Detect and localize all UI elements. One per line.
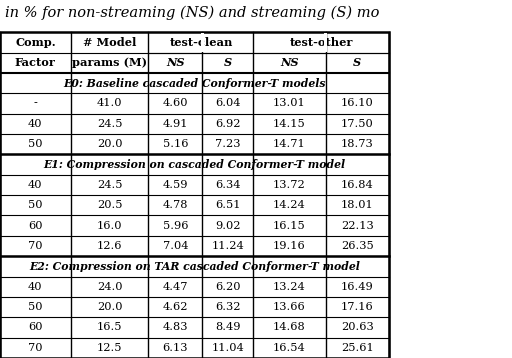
Text: E0: Baseline cascaded Conformer-T models: E0: Baseline cascaded Conformer-T models — [63, 78, 326, 89]
Text: 14.71: 14.71 — [273, 139, 306, 149]
Text: NS: NS — [280, 57, 299, 68]
Text: 4.78: 4.78 — [163, 200, 188, 210]
Text: 24.0: 24.0 — [97, 282, 122, 292]
Text: params (M): params (M) — [72, 57, 147, 68]
Text: S: S — [353, 57, 361, 68]
Text: 16.0: 16.0 — [97, 221, 122, 231]
Text: 13.72: 13.72 — [273, 180, 306, 190]
Text: 50: 50 — [28, 200, 42, 210]
Text: 6.32: 6.32 — [215, 302, 241, 312]
Text: 5.16: 5.16 — [163, 139, 188, 149]
Text: E2: Compression on TAR cascaded Conformer-T model: E2: Compression on TAR cascaded Conforme… — [29, 261, 360, 272]
Text: 6.34: 6.34 — [215, 180, 241, 190]
Text: 24.5: 24.5 — [97, 180, 122, 190]
Bar — [201, 33, 204, 52]
Text: 13.01: 13.01 — [273, 98, 306, 108]
Text: -: - — [33, 98, 37, 108]
Text: 16.10: 16.10 — [341, 98, 374, 108]
Text: 12.6: 12.6 — [97, 241, 122, 251]
Text: 60: 60 — [28, 323, 42, 333]
Text: 16.5: 16.5 — [97, 323, 122, 333]
Text: 18.73: 18.73 — [341, 139, 374, 149]
Text: 11.24: 11.24 — [211, 241, 244, 251]
Text: 14.68: 14.68 — [273, 323, 306, 333]
Text: 19.16: 19.16 — [273, 241, 306, 251]
Text: # Model: # Model — [83, 37, 136, 48]
Bar — [324, 33, 327, 52]
Text: 13.66: 13.66 — [273, 302, 306, 312]
Text: 4.47: 4.47 — [163, 282, 188, 292]
Text: 17.50: 17.50 — [341, 119, 374, 129]
Text: 8.49: 8.49 — [215, 323, 241, 333]
Text: 22.13: 22.13 — [341, 221, 374, 231]
Text: 18.01: 18.01 — [341, 200, 374, 210]
Text: 50: 50 — [28, 302, 42, 312]
Text: 4.60: 4.60 — [163, 98, 188, 108]
Text: 7.04: 7.04 — [163, 241, 188, 251]
Text: 25.61: 25.61 — [341, 343, 374, 353]
Text: in % for non-streaming (NS) and streaming (S) mo: in % for non-streaming (NS) and streamin… — [5, 5, 379, 20]
Text: 12.5: 12.5 — [97, 343, 122, 353]
Text: 20.63: 20.63 — [341, 323, 374, 333]
Text: 40: 40 — [28, 282, 42, 292]
Text: 6.92: 6.92 — [215, 119, 241, 129]
Text: 16.49: 16.49 — [341, 282, 374, 292]
Text: 4.91: 4.91 — [163, 119, 188, 129]
Text: 14.24: 14.24 — [273, 200, 306, 210]
Text: 4.83: 4.83 — [163, 323, 188, 333]
Text: 70: 70 — [28, 241, 42, 251]
Text: 26.35: 26.35 — [341, 241, 374, 251]
Text: 4.62: 4.62 — [163, 302, 188, 312]
Text: NS: NS — [166, 57, 185, 68]
Text: 16.84: 16.84 — [341, 180, 374, 190]
Text: 16.15: 16.15 — [273, 221, 306, 231]
Text: 41.0: 41.0 — [97, 98, 122, 108]
Text: 20.5: 20.5 — [97, 200, 122, 210]
Text: 6.20: 6.20 — [215, 282, 241, 292]
Text: 13.24: 13.24 — [273, 282, 306, 292]
Text: 9.02: 9.02 — [215, 221, 241, 231]
Text: 4.59: 4.59 — [163, 180, 188, 190]
Text: 40: 40 — [28, 119, 42, 129]
Text: S: S — [224, 57, 232, 68]
Text: 70: 70 — [28, 343, 42, 353]
Text: 40: 40 — [28, 180, 42, 190]
Text: 6.51: 6.51 — [215, 200, 241, 210]
Text: 7.23: 7.23 — [215, 139, 241, 149]
Text: 11.04: 11.04 — [211, 343, 244, 353]
Text: test-clean: test-clean — [169, 37, 232, 48]
Text: 6.13: 6.13 — [163, 343, 188, 353]
Text: Comp.: Comp. — [15, 37, 56, 48]
Text: 17.16: 17.16 — [341, 302, 374, 312]
Text: 50: 50 — [28, 139, 42, 149]
Text: test-other: test-other — [290, 37, 353, 48]
Text: 6.04: 6.04 — [215, 98, 241, 108]
Text: 20.0: 20.0 — [97, 139, 122, 149]
Text: 5.96: 5.96 — [163, 221, 188, 231]
Text: 20.0: 20.0 — [97, 302, 122, 312]
Text: E1: Compression on cascaded Conformer-T model: E1: Compression on cascaded Conformer-T … — [44, 159, 346, 170]
Text: 16.54: 16.54 — [273, 343, 306, 353]
Text: 24.5: 24.5 — [97, 119, 122, 129]
Text: Factor: Factor — [15, 57, 56, 68]
Text: 14.15: 14.15 — [273, 119, 306, 129]
Text: 60: 60 — [28, 221, 42, 231]
